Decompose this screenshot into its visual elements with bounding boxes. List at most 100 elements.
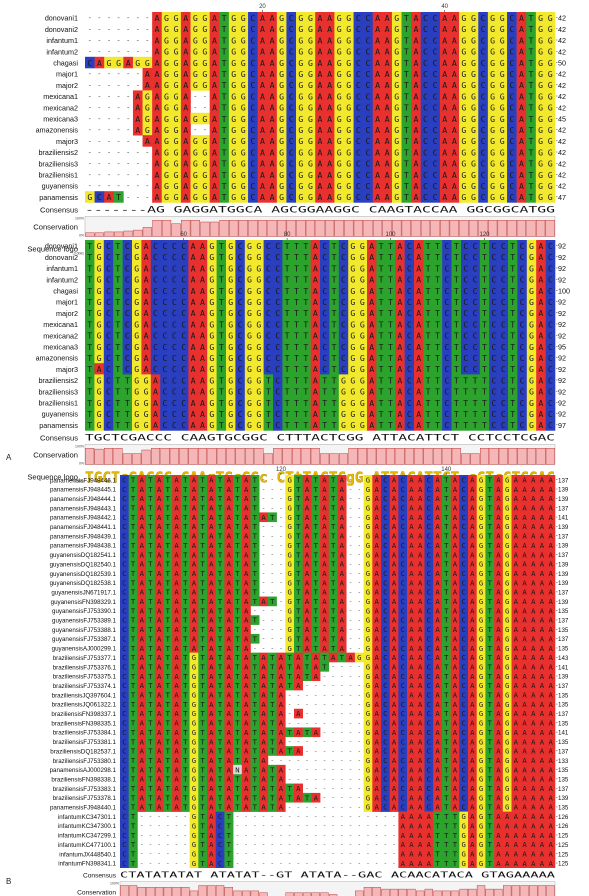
base-letter: G — [461, 114, 466, 124]
base-letter: T — [219, 342, 224, 352]
gap-cell: - — [270, 608, 274, 615]
conservation-bar — [200, 221, 210, 237]
base-letter: T — [332, 364, 337, 374]
base-letter: C — [106, 252, 111, 262]
base-letter: A — [192, 532, 197, 541]
base-letter: C — [473, 308, 478, 318]
base-letter: C — [238, 353, 243, 363]
base-cell — [478, 112, 489, 125]
base-letter: C — [401, 522, 405, 531]
base-letter: A — [318, 125, 323, 135]
base-letter: A — [538, 263, 543, 273]
base-letter: T — [488, 513, 493, 522]
base-letter: T — [166, 569, 171, 578]
base-letter: A — [496, 522, 501, 531]
base-letter: C — [509, 47, 514, 57]
base-letter: G — [360, 420, 365, 430]
base-letter: A — [453, 597, 458, 606]
base-letter: G — [287, 569, 291, 578]
base-letter: G — [461, 35, 466, 45]
base-letter: A — [212, 91, 217, 101]
base-letter: A — [244, 550, 249, 559]
base-letter: C — [289, 192, 294, 202]
gap-cell: - — [136, 136, 140, 145]
base-letter: C — [383, 532, 387, 541]
base-letter: C — [491, 398, 496, 408]
base-letter: C — [444, 275, 449, 285]
base-letter: G — [209, 387, 214, 397]
base-letter: A — [340, 578, 345, 587]
base-letter: G — [241, 114, 246, 124]
base-cell — [315, 56, 326, 69]
base-letter: A — [413, 35, 418, 45]
base-letter: T — [303, 297, 308, 307]
base-letter: A — [413, 91, 418, 101]
position-ruler-label: 40 — [441, 4, 448, 10]
base-letter: A — [416, 375, 421, 385]
base-letter: G — [490, 103, 495, 113]
base-letter: G — [471, 35, 476, 45]
base-letter: G — [287, 522, 291, 531]
sequence-name: panamensisFJ948445.1 — [50, 487, 117, 494]
base-letter: T — [331, 606, 336, 615]
base-letter: C — [401, 578, 405, 587]
base-cell — [545, 12, 556, 24]
base-cell — [334, 146, 345, 158]
base-letter: G — [202, 24, 207, 34]
base-cell — [315, 79, 326, 91]
base-letter: T — [510, 263, 515, 273]
base-letter: G — [538, 13, 543, 23]
base-letter: G — [134, 319, 139, 329]
base-letter: T — [219, 364, 224, 374]
base-letter: C — [365, 35, 370, 45]
base-letter: T — [435, 331, 440, 341]
base-letter: A — [244, 494, 249, 503]
base-letter: T — [426, 297, 431, 307]
base-letter: A — [519, 192, 524, 202]
conservation-bar — [267, 219, 277, 237]
base-letter: A — [340, 597, 345, 606]
conservation-bar — [141, 449, 151, 465]
conservation-bar — [386, 448, 396, 465]
gap-cell: - — [349, 514, 353, 521]
base-cell — [248, 79, 258, 91]
base-letter: G — [538, 24, 543, 34]
base-letter: T — [218, 569, 223, 578]
base-letter: C — [473, 331, 478, 341]
base-cell — [353, 56, 364, 69]
base-letter: A — [452, 35, 457, 45]
base-letter: A — [369, 286, 374, 296]
base-letter: A — [452, 80, 457, 90]
base-letter: C — [520, 263, 525, 273]
base-letter: T — [435, 364, 440, 374]
base-letter: C — [463, 241, 468, 251]
base-letter: G — [538, 103, 543, 113]
base-letter: C — [423, 24, 428, 34]
base-letter: A — [322, 560, 327, 569]
base-cell — [286, 124, 297, 136]
base-letter: T — [314, 485, 319, 494]
base-letter: A — [192, 616, 197, 625]
base-letter: G — [538, 192, 543, 202]
base-letter: C — [509, 170, 514, 180]
sequence-length: 42 — [558, 103, 566, 112]
base-letter: A — [140, 550, 145, 559]
base-letter: C — [444, 308, 449, 318]
base-letter: C — [365, 13, 370, 23]
base-cell — [123, 56, 134, 69]
base-cell — [219, 12, 230, 24]
base-cell — [478, 56, 489, 69]
base-letter: G — [247, 420, 252, 430]
base-letter: C — [463, 275, 468, 285]
base-letter: C — [172, 353, 177, 363]
base-letter: T — [331, 532, 336, 541]
base-letter: G — [366, 569, 370, 578]
base-letter: G — [231, 170, 236, 180]
base-cell — [372, 12, 383, 24]
base-cell — [324, 112, 335, 125]
base-letter: G — [500, 181, 505, 191]
base-letter: T — [87, 353, 92, 363]
